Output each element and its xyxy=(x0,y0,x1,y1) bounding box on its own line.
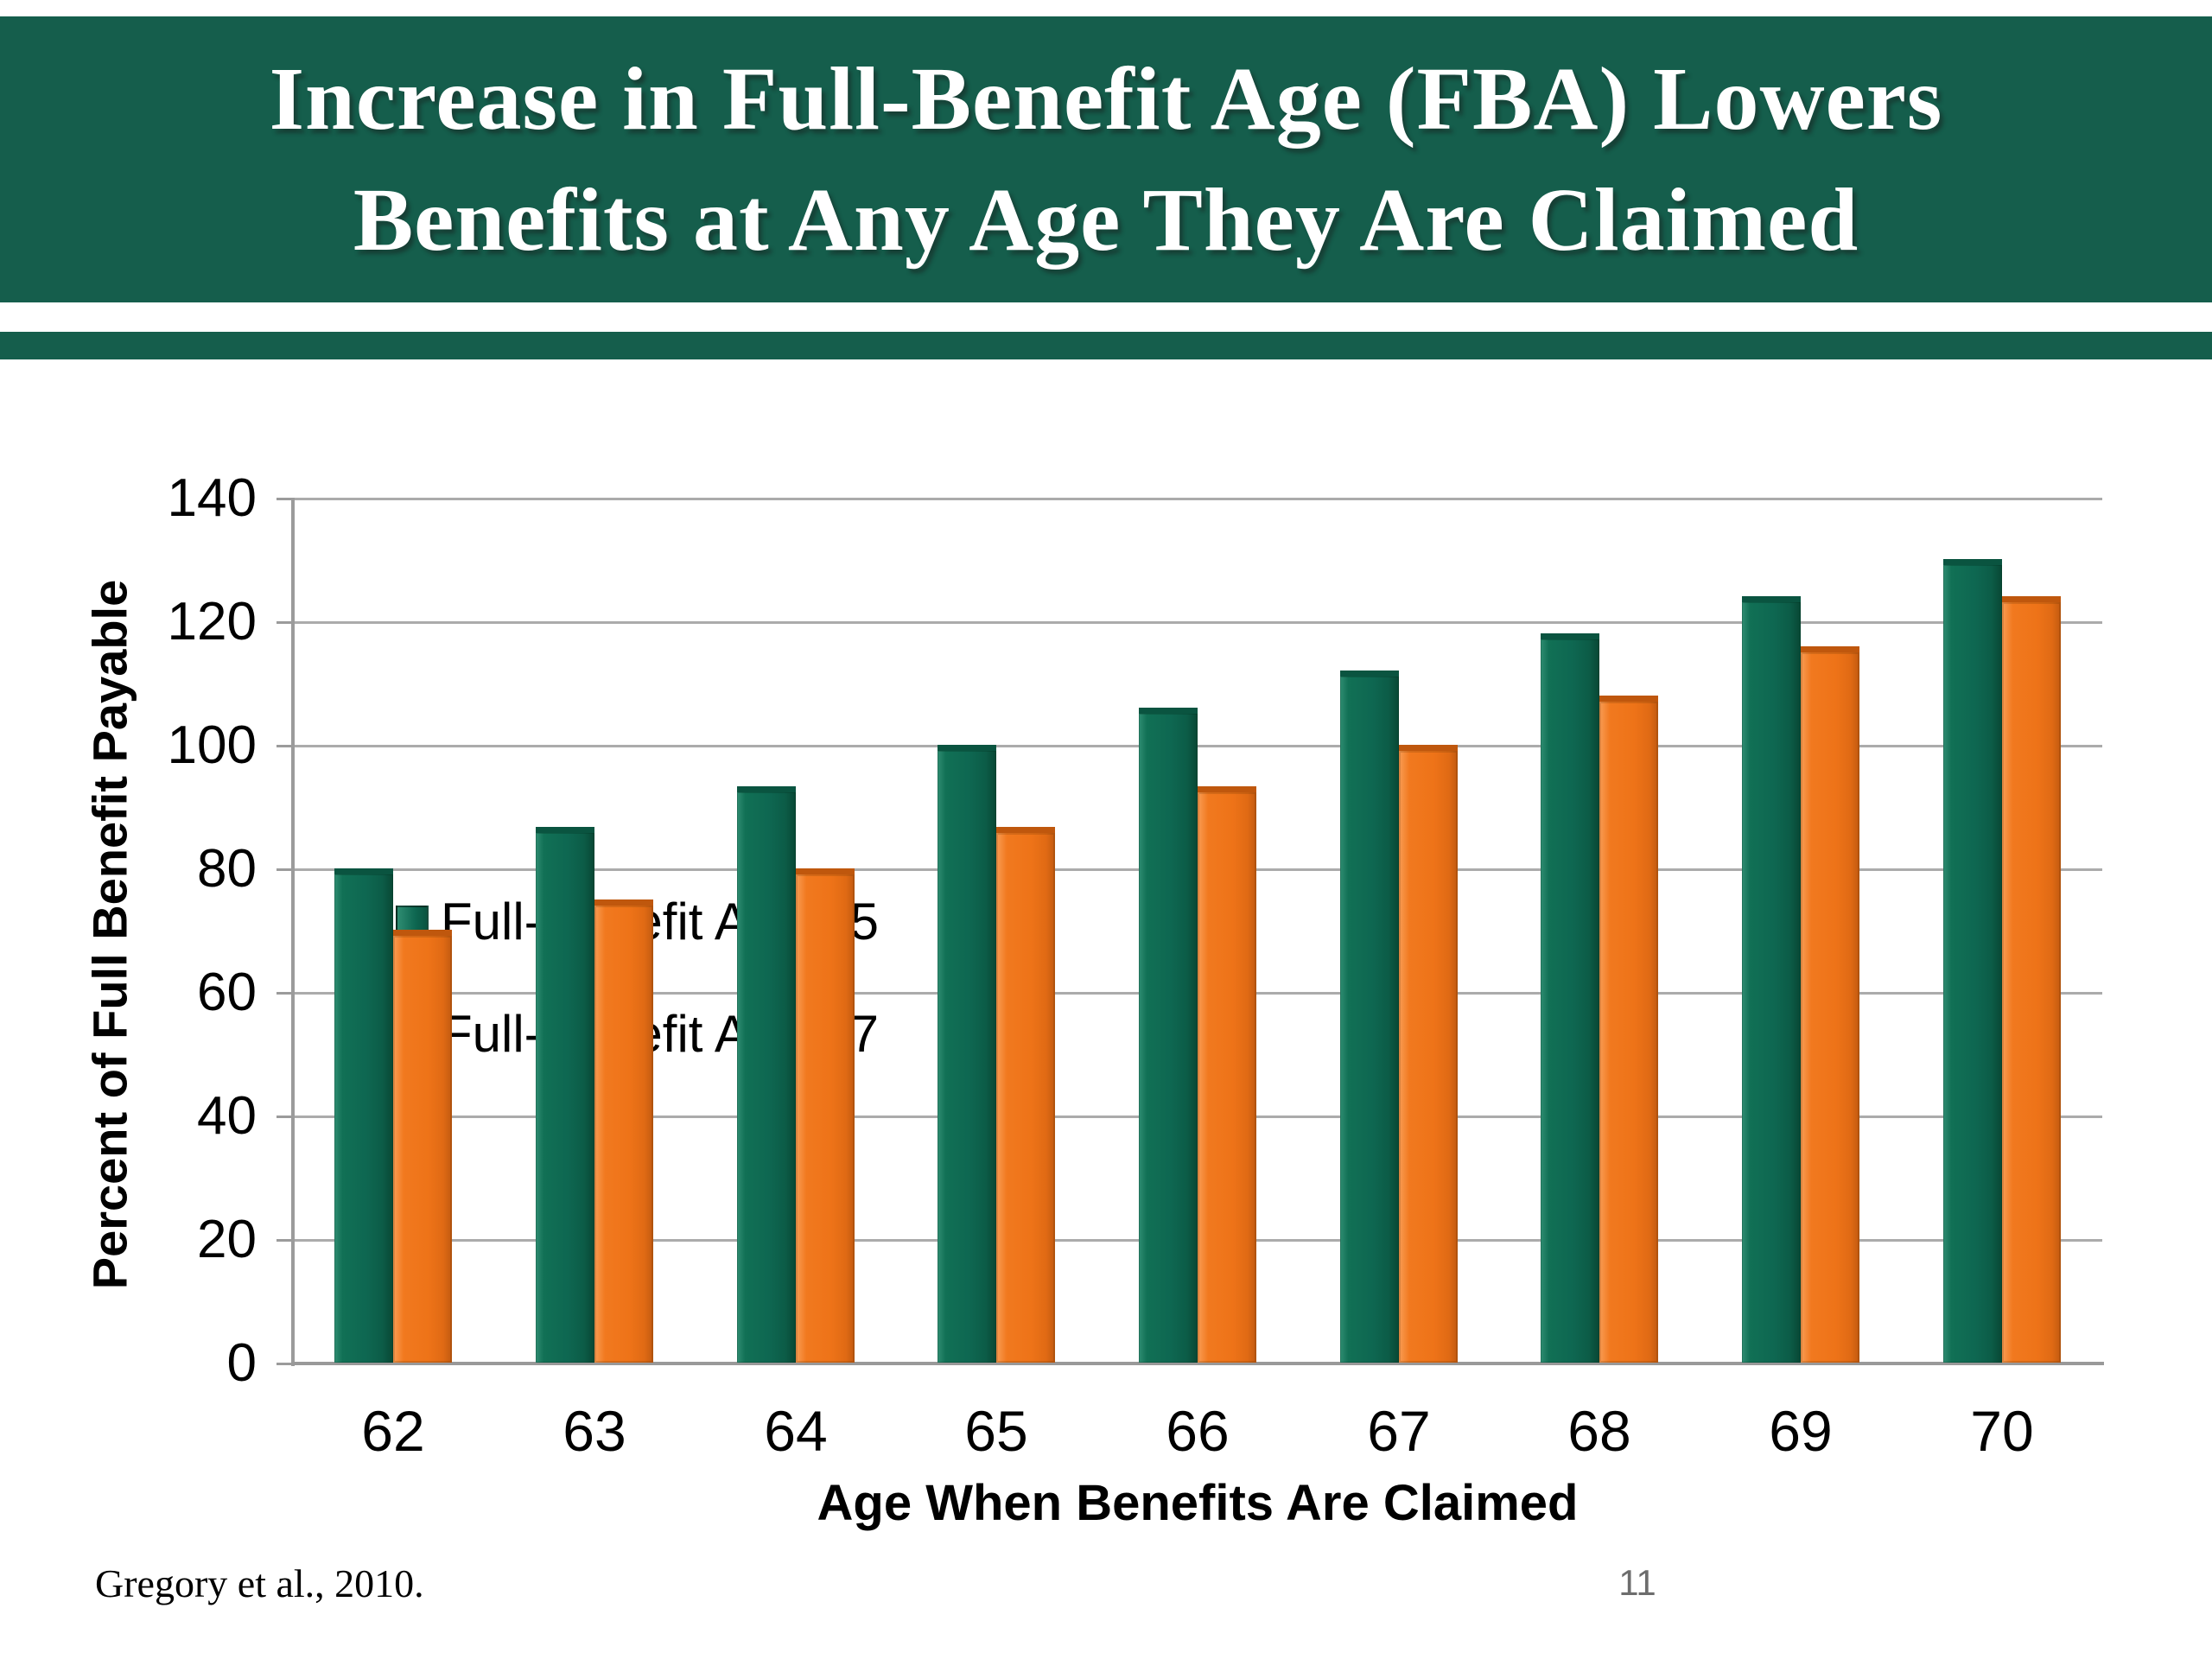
bar-full-benefit-age-65-66 xyxy=(1139,708,1198,1363)
page-number: 11 xyxy=(1618,1562,1656,1603)
y-tick-label-60: 60 xyxy=(197,963,257,1022)
x-tick-label-68: 68 xyxy=(1567,1399,1631,1463)
bar-full-benefit-age-67-69 xyxy=(1801,646,1859,1363)
gridline-140 xyxy=(293,498,2102,500)
x-tick-label-63: 63 xyxy=(563,1399,626,1463)
y-axis-line xyxy=(291,498,295,1366)
bar-full-benefit-age-65-63 xyxy=(536,827,594,1363)
x-tick-label-62: 62 xyxy=(361,1399,425,1463)
y-tick-label-0: 0 xyxy=(226,1333,257,1393)
x-axis-title: Age When Benefits Are Claimed xyxy=(817,1475,1579,1531)
slide-title-line1: Increase in Full-Benefit Age (FBA) Lower… xyxy=(269,48,1943,149)
y-tick-label-20: 20 xyxy=(197,1210,257,1269)
y-axis-tick-0 xyxy=(276,1363,294,1365)
y-axis-tick-140 xyxy=(276,498,294,500)
x-tick-label-64: 64 xyxy=(764,1399,828,1463)
bar-full-benefit-age-67-68 xyxy=(1599,696,1658,1363)
x-axis-line xyxy=(291,1362,2104,1365)
y-axis-tick-120 xyxy=(276,621,294,624)
x-tick-label-70: 70 xyxy=(1970,1399,2034,1463)
x-tick-label-65: 65 xyxy=(964,1399,1028,1463)
bar-full-benefit-age-65-65 xyxy=(938,745,996,1363)
bar-full-benefit-age-67-63 xyxy=(594,899,653,1363)
y-axis-tick-60 xyxy=(276,992,294,995)
x-tick-label-66: 66 xyxy=(1166,1399,1230,1463)
bar-full-benefit-age-65-70 xyxy=(1943,559,2002,1363)
bar-full-benefit-age-67-66 xyxy=(1198,786,1256,1363)
gridline-100 xyxy=(293,745,2102,747)
bar-full-benefit-age-65-69 xyxy=(1742,596,1801,1363)
top-white-strip xyxy=(0,0,2212,16)
header-band: Increase in Full-Benefit Age (FBA) Lower… xyxy=(0,16,2212,302)
bar-full-benefit-age-67-67 xyxy=(1399,745,1458,1363)
y-tick-label-120: 120 xyxy=(167,592,257,652)
x-tick-label-69: 69 xyxy=(1769,1399,1833,1463)
y-tick-label-140: 140 xyxy=(167,468,257,528)
header-divider-bar xyxy=(0,332,2212,359)
bar-full-benefit-age-65-64 xyxy=(737,786,796,1363)
y-tick-label-40: 40 xyxy=(197,1086,257,1146)
footer-citation: Gregory et al., 2010. xyxy=(95,1561,424,1605)
y-axis-title: Percent of Full Benefit Payable xyxy=(82,579,137,1290)
bar-chart: 0 20 40 60 80 100 120 140 62 63 64 65 66 67 68 69 70 Per… xyxy=(0,359,2212,1569)
bar-full-benefit-age-67-62 xyxy=(393,930,452,1363)
y-axis-tick-100 xyxy=(276,745,294,747)
bar-full-benefit-age-65-67 xyxy=(1340,671,1399,1363)
bar-full-benefit-age-65-68 xyxy=(1541,633,1599,1363)
bar-full-benefit-age-65-62 xyxy=(334,868,393,1363)
y-axis-tick-20 xyxy=(276,1239,294,1242)
y-axis-tick-40 xyxy=(276,1116,294,1118)
x-tick-label-67: 67 xyxy=(1367,1399,1431,1463)
bar-full-benefit-age-67-70 xyxy=(2002,596,2061,1363)
bar-full-benefit-age-67-65 xyxy=(996,827,1055,1363)
header-divider-gap xyxy=(0,302,2212,332)
slide-title-line2: Benefits at Any Age They Are Claimed xyxy=(353,169,1859,270)
gridline-120 xyxy=(293,621,2102,624)
bar-full-benefit-age-67-64 xyxy=(796,868,855,1363)
y-tick-label-100: 100 xyxy=(167,715,257,775)
y-axis-tick-80 xyxy=(276,868,294,871)
y-tick-label-80: 80 xyxy=(197,839,257,899)
